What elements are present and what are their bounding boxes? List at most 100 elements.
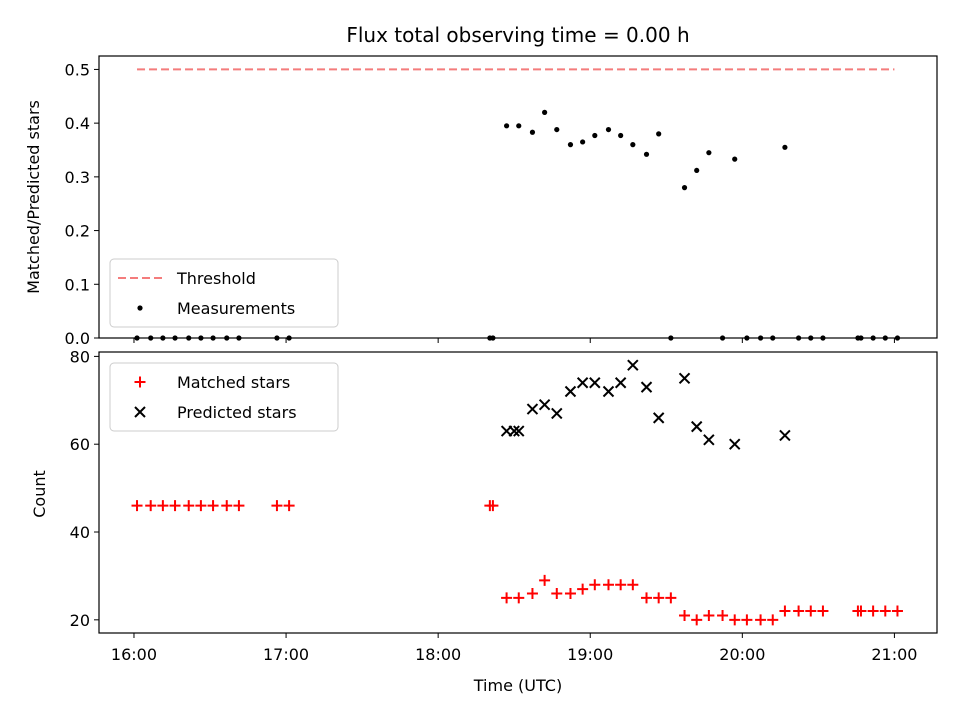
data-point [817, 605, 829, 617]
data-point [602, 579, 614, 591]
data-point [782, 144, 788, 150]
data-point [627, 579, 639, 591]
data-point [564, 587, 576, 599]
data-point [717, 609, 729, 621]
data-point [513, 425, 525, 437]
data-point [882, 335, 888, 341]
data-point [503, 123, 510, 129]
data-point [767, 614, 779, 626]
data-point [615, 579, 627, 591]
axes-frame [98, 351, 938, 634]
data-point [186, 335, 192, 341]
data-point [796, 335, 802, 341]
data-point [694, 167, 700, 174]
data-point [805, 605, 817, 617]
legend-handle-measurements [137, 305, 143, 311]
x-axis-title: Time (UTC) [473, 676, 562, 695]
data-point [653, 592, 665, 604]
data-point [131, 500, 143, 512]
y-tick-label: 0.4 [65, 114, 90, 133]
data-point [286, 335, 292, 341]
x-tick-label: 20:00 [719, 645, 765, 664]
y-tick-label: 0.5 [65, 60, 90, 79]
data-point [210, 335, 216, 341]
data-point [719, 335, 726, 341]
y-tick-label: 0.2 [65, 222, 90, 241]
data-point [589, 579, 601, 591]
data-point [729, 438, 741, 450]
chart-title: Flux total observing time = 0.00 h [346, 23, 689, 47]
data-point [602, 385, 615, 398]
data-point [516, 123, 522, 129]
series-predicted-stars [500, 359, 791, 450]
data-point [551, 587, 563, 599]
y-tick-label: 80 [70, 347, 90, 366]
data-point [274, 335, 280, 341]
y-tick-label: 0.1 [65, 275, 90, 294]
data-point [870, 335, 876, 341]
legend: Threshold Measurements [109, 258, 339, 328]
data-point [195, 500, 207, 512]
y-axis-title-count: Count [30, 470, 49, 518]
data-point [576, 377, 589, 389]
legend-handle-matched-stars [134, 376, 146, 388]
data-point [283, 500, 295, 512]
x-tick-label: 18:00 [415, 645, 461, 664]
data-point [148, 335, 154, 341]
data-point [732, 156, 738, 162]
data-point [678, 372, 691, 385]
y-tick-label: 40 [70, 523, 90, 542]
data-point [513, 592, 525, 604]
data-point [858, 335, 864, 341]
data-point [554, 126, 560, 133]
data-point [551, 407, 563, 420]
legend-label: Matched stars [177, 373, 290, 392]
data-point [539, 574, 551, 586]
legend-label: Predicted stars [177, 403, 297, 422]
data-point [668, 335, 674, 341]
data-point [542, 109, 548, 115]
data-point [508, 425, 520, 437]
data-point [757, 335, 764, 341]
series-measurements [134, 109, 901, 341]
y-tick-label: 20 [70, 611, 90, 630]
data-point [656, 131, 662, 137]
data-point [779, 605, 791, 617]
data-point [134, 335, 140, 341]
data-point [618, 132, 624, 139]
data-point [490, 335, 496, 341]
data-point [526, 587, 538, 599]
data-point [744, 335, 750, 341]
data-point [172, 335, 178, 341]
y-tick-label: 0.3 [65, 168, 90, 187]
data-point [703, 609, 715, 621]
data-point [145, 500, 157, 512]
data-point [221, 500, 233, 512]
y-axis-title-ratio: Matched/Predicted stars [24, 100, 43, 294]
data-point [755, 614, 767, 626]
data-point [529, 129, 536, 135]
x-tick-label: 16:00 [111, 645, 157, 664]
data-point [703, 434, 715, 446]
x-tick-label: 19:00 [567, 645, 613, 664]
data-point [867, 605, 879, 617]
data-point [665, 592, 677, 604]
data-point [236, 335, 242, 341]
legend-label: Measurements [177, 299, 295, 318]
ratio-panel: 0.0 0.1 0.2 0.3 0.4 0.5 Threshold Measurements [65, 55, 938, 348]
data-point [233, 500, 245, 512]
data-point [592, 132, 598, 139]
data-point [690, 420, 703, 433]
series-matched-stars [131, 500, 903, 626]
data-point [577, 583, 589, 595]
data-point [820, 335, 826, 341]
legend-box [109, 258, 339, 328]
x-tick-label: 17:00 [263, 645, 309, 664]
data-point [271, 500, 283, 512]
data-point [643, 151, 650, 157]
y-tick-label: 60 [70, 435, 90, 454]
data-point [224, 335, 230, 341]
data-point [894, 335, 901, 341]
x-tick-label: 21:00 [871, 645, 917, 664]
